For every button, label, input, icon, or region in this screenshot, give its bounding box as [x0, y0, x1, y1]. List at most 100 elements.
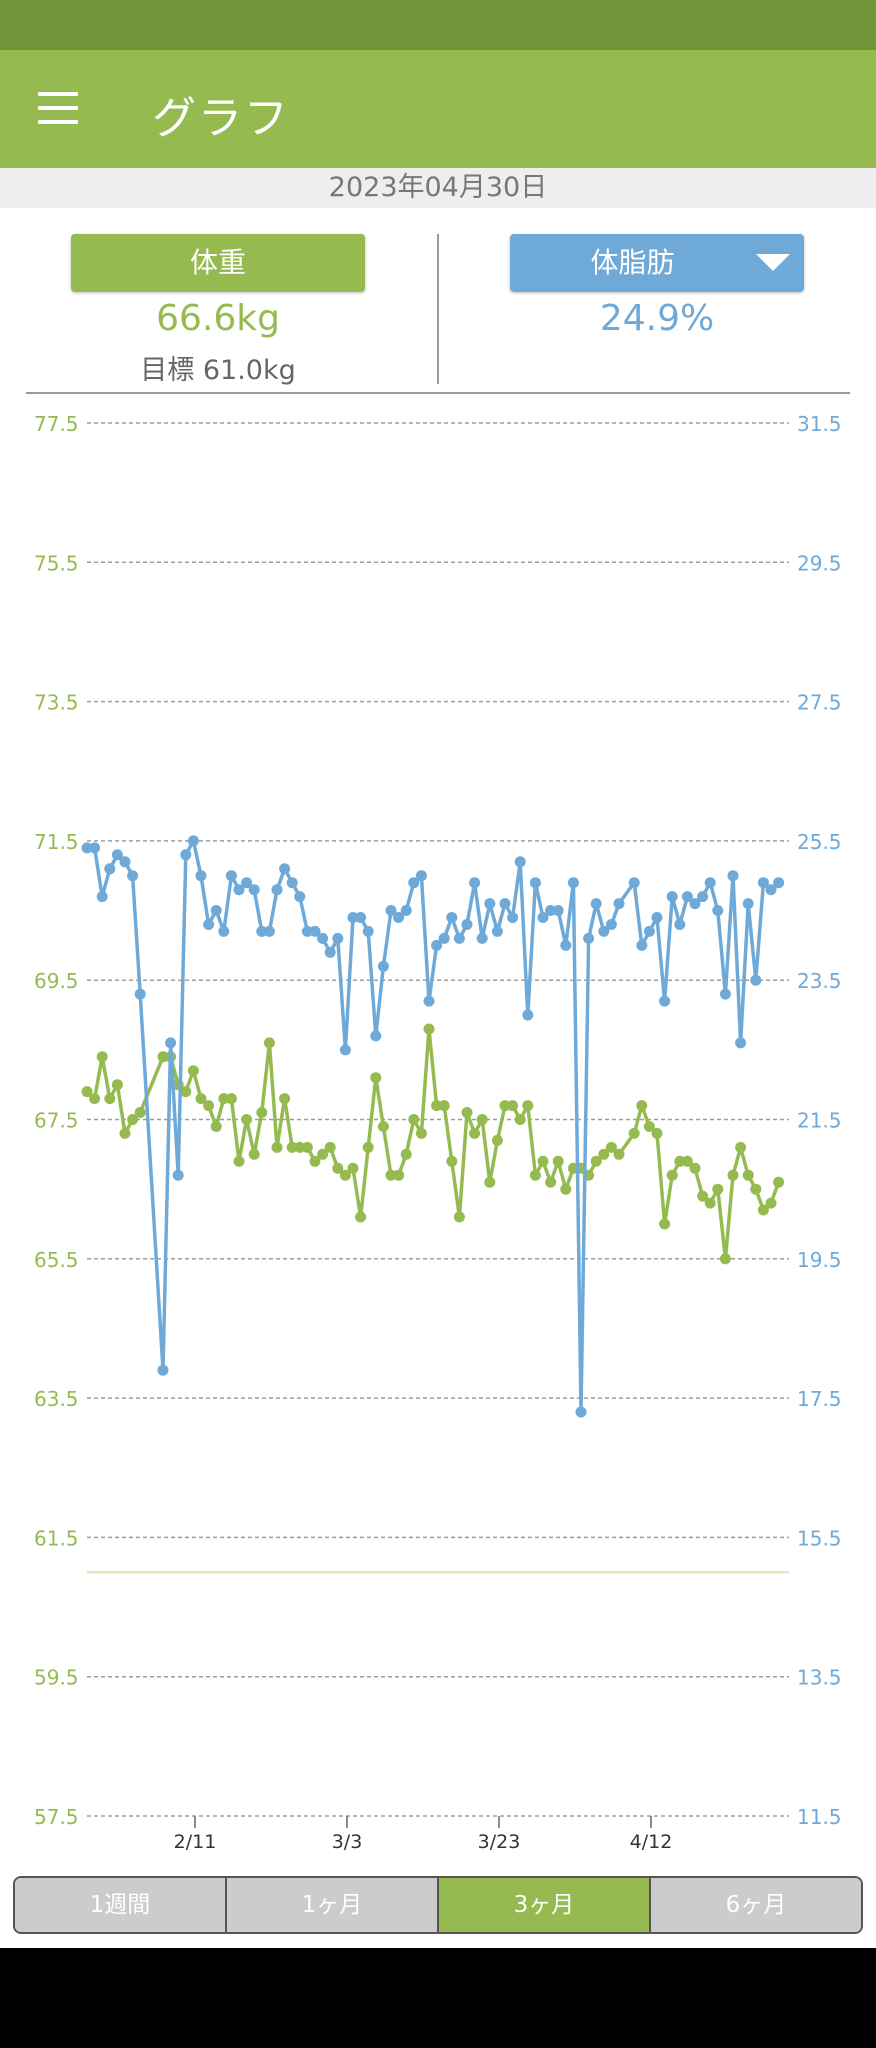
- left-axis-tick: 63.5: [34, 1387, 79, 1411]
- weight-data-point: [347, 1162, 359, 1174]
- fat-data-point: [233, 884, 245, 896]
- weight-data-point: [491, 1134, 503, 1146]
- chart-canvas[interactable]: 77.5 31.5 75.5 29.5 73.5 27.5 71.5 25.5 69.5 23.5…: [0, 395, 876, 1855]
- x-axis-tick: 3/3: [332, 1831, 363, 1853]
- weight-data-point: [127, 1114, 139, 1125]
- left-axis-tick: 69.5: [34, 969, 79, 993]
- x-axis-tick: 2/11: [174, 1831, 217, 1853]
- fat-data-point: [636, 939, 648, 951]
- weight-data-point: [210, 1121, 222, 1132]
- fat-data-point: [263, 925, 275, 937]
- weight-data-point: [431, 1100, 443, 1112]
- fat-data-point: [385, 905, 397, 916]
- weight-data-point: [499, 1100, 511, 1112]
- weight-data-point: [750, 1183, 762, 1195]
- weight-data-point: [613, 1148, 625, 1160]
- tab-6-months[interactable]: 6ヶ月: [651, 1878, 861, 1932]
- weight-data-point: [195, 1093, 207, 1105]
- fat-data-point: [575, 1406, 587, 1418]
- left-axis-tick: 59.5: [34, 1666, 79, 1690]
- fat-data-point: [757, 877, 769, 889]
- weight-data-point: [735, 1141, 747, 1153]
- fat-data-point: [195, 870, 207, 882]
- weight-data-point: [522, 1100, 534, 1112]
- weight-fat-chart[interactable]: 77.5 31.5 75.5 29.5 73.5 27.5 71.5 25.5 69.5 23.5…: [0, 395, 876, 1855]
- weight-data-point: [666, 1169, 678, 1181]
- fat-data-point: [271, 884, 283, 896]
- right-axis-tick: 11.5: [797, 1805, 842, 1829]
- system-navigation-bar: [0, 1948, 876, 2048]
- fat-data-point: [279, 863, 291, 875]
- tab-1-week[interactable]: 1週間: [15, 1878, 227, 1932]
- fat-data-point: [96, 891, 108, 903]
- left-axis-tick: 75.5: [34, 551, 79, 575]
- fat-data-point: [765, 884, 777, 896]
- x-axis-tick: 4/12: [630, 1831, 673, 1853]
- fat-data-point: [134, 988, 146, 1000]
- fat-data-point: [689, 898, 701, 910]
- weight-data-point: [423, 1023, 435, 1035]
- fat-data-point: [719, 988, 731, 1000]
- weight-data-point: [393, 1169, 405, 1181]
- hamburger-menu-icon[interactable]: [38, 92, 78, 124]
- weight-data-point: [605, 1141, 617, 1153]
- weight-data-point: [218, 1093, 230, 1105]
- fat-data-point: [681, 891, 693, 903]
- weight-data-point: [263, 1037, 275, 1049]
- summary-divider: [437, 234, 439, 384]
- weight-data-point: [187, 1065, 199, 1077]
- fat-data-point: [81, 842, 93, 854]
- weight-data-point: [362, 1141, 374, 1153]
- fat-data-point: [355, 912, 367, 923]
- weight-data-point: [643, 1121, 655, 1132]
- fat-data-point: [552, 905, 564, 916]
- weight-data-point: [469, 1127, 481, 1139]
- left-axis-tick: 67.5: [34, 1109, 79, 1133]
- page-title: グラフ: [152, 93, 290, 144]
- fat-data-point: [461, 919, 473, 930]
- weight-data-point: [385, 1169, 397, 1181]
- weight-value: 66.6kg: [156, 298, 280, 339]
- weight-data-point: [529, 1169, 541, 1181]
- fat-data-point: [210, 905, 222, 916]
- weight-data-point: [674, 1155, 686, 1167]
- fat-data-point: [742, 898, 754, 910]
- weight-data-point: [537, 1155, 549, 1167]
- weight-button[interactable]: 体重: [71, 234, 365, 292]
- fat-data-point: [294, 891, 306, 903]
- fat-data-point: [469, 877, 481, 889]
- fat-data-point: [491, 925, 503, 937]
- tab-3-months[interactable]: 3ヶ月: [439, 1878, 651, 1932]
- fat-data-point: [256, 925, 268, 937]
- weight-data-point: [203, 1100, 215, 1112]
- weight-data-point: [286, 1141, 298, 1153]
- left-axis-tick: 71.5: [34, 830, 79, 854]
- weight-data-point: [651, 1127, 663, 1139]
- fat-data-point: [104, 863, 116, 875]
- weight-data-point: [104, 1093, 116, 1105]
- weight-data-point: [301, 1141, 313, 1153]
- right-axis-tick: 25.5: [797, 830, 842, 854]
- fat-data-point: [712, 905, 724, 916]
- weight-data-point: [773, 1176, 785, 1188]
- fat-data-point: [301, 925, 313, 937]
- fat-data-point: [651, 912, 663, 923]
- summary-panel: 体重 66.6kg 目標 61.0kg 体脂肪 24.9%: [0, 208, 876, 394]
- x-axis-tick: 3/23: [478, 1831, 521, 1853]
- weight-data-point: [271, 1141, 283, 1153]
- tab-1-month[interactable]: 1ヶ月: [227, 1878, 439, 1932]
- fat-data-point: [773, 877, 785, 889]
- left-axis-tick: 65.5: [34, 1248, 79, 1272]
- weight-data-point: [241, 1114, 253, 1125]
- fat-data-point: [286, 877, 298, 889]
- weight-data-point: [514, 1114, 526, 1125]
- fat-data-point: [415, 870, 427, 882]
- weight-data-point: [248, 1148, 260, 1160]
- body-fat-button-label: 体脂肪: [590, 246, 675, 279]
- weight-data-point: [438, 1100, 450, 1112]
- weight-data-point: [408, 1114, 420, 1125]
- weight-data-point: [400, 1148, 412, 1160]
- body-fat-dropdown[interactable]: 体脂肪: [510, 234, 804, 292]
- fat-data-point: [400, 905, 412, 916]
- date-label: 2023年04月30日: [0, 168, 876, 208]
